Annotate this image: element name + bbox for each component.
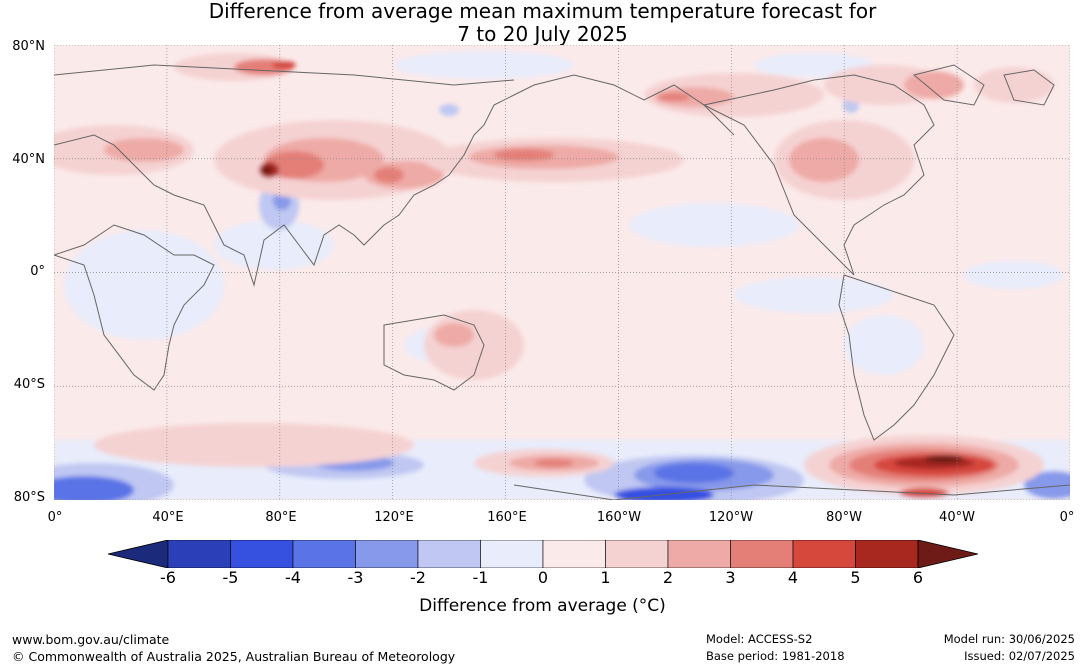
lon-label-160w: 160°W xyxy=(596,510,642,525)
colorbar-bin xyxy=(605,540,669,568)
colorbar-tick-label: -2 xyxy=(410,568,426,587)
colorbar-bin xyxy=(730,540,794,568)
colorbar-bin xyxy=(292,540,356,568)
colorbar-tick-label: 3 xyxy=(725,568,736,587)
colorbar-bin xyxy=(167,540,231,568)
lon-label-40w: 40°W xyxy=(939,510,975,525)
map-title: Difference from average mean maximum tem… xyxy=(0,0,1085,46)
colorbar-label: Difference from average (°C) xyxy=(419,596,666,616)
colorbar-tick-label: -3 xyxy=(347,568,364,587)
colorbar-bin xyxy=(542,540,606,568)
footer-issued: Issued: 02/07/2025 xyxy=(964,649,1075,663)
colorbar-bin xyxy=(355,540,419,568)
footer-base-period: Base period: 1981-2018 xyxy=(706,649,845,663)
colorbar-bin xyxy=(230,540,294,568)
colorbar-extend-low xyxy=(108,540,169,568)
footer-run-info: Model run: 30/06/2025 Issued: 02/07/2025 xyxy=(944,631,1075,665)
lon-label-40e: 40°E xyxy=(152,510,184,525)
colorbar-extend-high xyxy=(917,540,978,568)
colorbar-bin xyxy=(855,540,919,568)
colorbar-bin xyxy=(792,540,856,568)
lat-label-40s: 40°S xyxy=(13,377,45,392)
lat-label-80n: 80°N xyxy=(12,39,45,54)
lon-label-80w: 80°W xyxy=(826,510,862,525)
title-line-1: Difference from average mean maximum tem… xyxy=(208,0,877,23)
colorbar-tick-label: 0 xyxy=(537,568,549,587)
colorbar-tick-label: 5 xyxy=(850,568,861,587)
footer-model: Model: ACCESS-S2 xyxy=(706,632,813,646)
lon-label-80e: 80°E xyxy=(265,510,297,525)
footer-copyright: © Commonwealth of Australia 2025, Austra… xyxy=(12,649,456,664)
anomaly-fields xyxy=(54,51,1070,500)
temperature-anomaly-map xyxy=(54,45,1070,500)
colorbar-bin xyxy=(480,540,544,568)
colorbar xyxy=(108,540,978,568)
colorbar-tick-label: 2 xyxy=(662,568,674,587)
footer-url[interactable]: www.bom.gov.au/climate xyxy=(12,632,170,647)
lon-label-120e: 120°E xyxy=(374,510,414,525)
colorbar-bin xyxy=(417,540,481,568)
footer-model-info: Model: ACCESS-S2 Base period: 1981-2018 xyxy=(706,631,845,665)
gridlines xyxy=(54,45,1070,500)
lon-label-0: 0° xyxy=(47,510,63,525)
map-svg xyxy=(54,45,1070,500)
colorbar-tick-label: -6 xyxy=(160,568,176,587)
lon-label-160e: 160°E xyxy=(487,510,527,525)
colorbar-tick-label: 4 xyxy=(787,568,799,587)
footer-left: www.bom.gov.au/climate © Commonwealth of… xyxy=(12,631,455,665)
footer-model-run: Model run: 30/06/2025 xyxy=(943,632,1075,646)
lon-label-0-right: 0° xyxy=(1059,510,1075,525)
colorbar-tick-label: -4 xyxy=(285,568,301,587)
colorbar-tick-label: 6 xyxy=(912,568,924,587)
lat-label-eq: 0° xyxy=(30,264,45,279)
coastlines xyxy=(54,64,1070,500)
colorbar-tick-label: -5 xyxy=(222,568,239,587)
colorbar-tick-label: -1 xyxy=(472,568,489,587)
lon-label-120w: 120°W xyxy=(708,510,754,525)
colorbar-tick-label: 1 xyxy=(600,568,611,587)
title-line-2: 7 to 20 July 2025 xyxy=(457,22,628,46)
colorbar-bin xyxy=(667,540,731,568)
lat-label-40n: 40°N xyxy=(12,152,45,167)
lat-label-80s: 80°S xyxy=(13,490,45,505)
